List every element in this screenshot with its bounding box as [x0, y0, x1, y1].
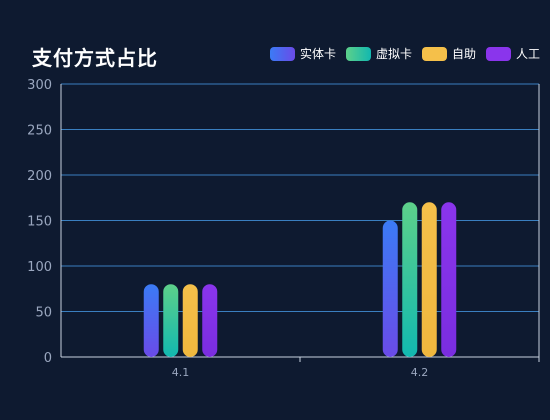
- y-tick-label-50: 50: [35, 306, 52, 321]
- legend-swatch-self-service: [421, 46, 447, 61]
- bar-4.1-series-2: [182, 284, 198, 357]
- y-tick-label-100: 100: [27, 260, 52, 275]
- y-tick-label-250: 250: [27, 124, 52, 139]
- x-tick-label-4.1: 4.1: [172, 366, 190, 379]
- bar-4.2-series-0: [382, 220, 398, 357]
- legend-label-physical-card: 实体卡: [299, 47, 336, 61]
- bar-4.1-series-3: [202, 284, 218, 357]
- legend-swatch-physical-card: [269, 46, 295, 61]
- y-tick-label-0: 0: [44, 351, 52, 366]
- legend-item-manual[interactable]: 人工: [485, 45, 540, 62]
- bar-4.2-series-3: [441, 202, 457, 357]
- y-tick-label-300: 300: [27, 78, 52, 93]
- legend-item-self-service[interactable]: 自助: [421, 45, 476, 62]
- bar-4.2-series-2: [421, 202, 437, 357]
- y-tick-label-150: 150: [27, 215, 52, 230]
- x-tick-label-4.2: 4.2: [411, 366, 429, 379]
- y-tick-label-200: 200: [27, 169, 52, 184]
- legend-swatch-manual: [485, 46, 511, 61]
- legend-label-virtual-card: 虚拟卡: [375, 47, 412, 61]
- chart-legend: 实体卡 虚拟卡 自助 人工: [269, 45, 540, 62]
- chart-title: 支付方式占比: [32, 46, 158, 70]
- legend-item-physical-card[interactable]: 实体卡: [269, 45, 336, 62]
- legend-item-virtual-card[interactable]: 虚拟卡: [345, 45, 412, 62]
- bar-4.2-series-1: [402, 202, 418, 357]
- bar-4.1-series-1: [163, 284, 179, 357]
- legend-label-manual: 人工: [515, 47, 540, 61]
- legend-swatch-virtual-card: [345, 46, 371, 61]
- bar-4.1-series-0: [143, 284, 159, 357]
- legend-label-self-service: 自助: [451, 47, 476, 61]
